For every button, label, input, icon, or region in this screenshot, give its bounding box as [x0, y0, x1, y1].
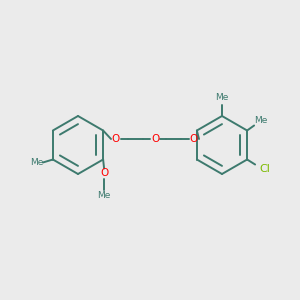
Text: O: O: [151, 134, 159, 144]
Text: O: O: [190, 134, 198, 144]
Text: O: O: [112, 134, 120, 144]
Text: Cl: Cl: [260, 164, 271, 175]
Text: Me: Me: [98, 191, 111, 200]
Text: Me: Me: [254, 116, 268, 125]
Text: Me: Me: [30, 158, 44, 167]
Text: Me: Me: [215, 94, 229, 103]
Text: O: O: [100, 169, 108, 178]
